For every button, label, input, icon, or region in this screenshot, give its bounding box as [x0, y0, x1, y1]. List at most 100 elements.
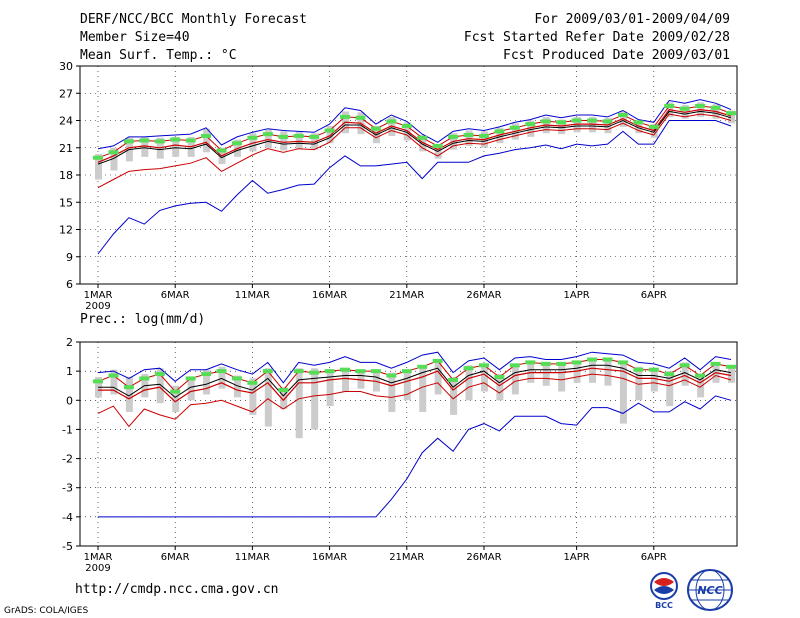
x-tick-label: 6APR	[641, 290, 667, 301]
ensemble-marker	[340, 114, 351, 119]
ensemble-marker	[494, 374, 505, 379]
ensemble-marker	[370, 369, 381, 374]
ensemble-marker	[602, 357, 613, 362]
ensemble-marker	[216, 369, 227, 374]
spread-box	[619, 360, 627, 424]
ensemble-marker	[355, 369, 366, 374]
ensemble-marker	[463, 133, 474, 138]
spread-box	[203, 128, 211, 153]
x-tick-label: 6MAR	[161, 552, 190, 563]
ensemble-marker	[432, 358, 443, 363]
spread-box	[527, 120, 535, 137]
fcst-produced-date: Fcst Produced Date 2009/03/01	[503, 48, 730, 63]
series-low-line	[97, 113, 732, 189]
ensemble-marker	[648, 124, 659, 129]
ensemble-marker	[154, 139, 165, 144]
x-tick-label: 16MAR	[312, 552, 347, 563]
ensemble-marker	[170, 389, 181, 394]
y-tick-label: -4	[62, 511, 73, 524]
ensemble-marker	[247, 380, 258, 385]
spread-box	[249, 133, 257, 152]
y-tick-label: 15	[59, 196, 73, 209]
ensemble-marker	[587, 118, 598, 123]
ensemble-marker	[540, 119, 551, 124]
spread-box	[125, 376, 133, 412]
series-median-line	[98, 367, 732, 403]
spread-box	[388, 372, 396, 412]
ensemble-marker	[525, 122, 536, 127]
spread-box	[264, 129, 272, 148]
spread-box	[218, 366, 226, 389]
x-tick-label: 1MAR	[84, 552, 113, 563]
y-tick-label: -2	[62, 453, 73, 466]
ensemble-marker	[370, 126, 381, 131]
spread-box	[110, 147, 118, 171]
spread-box	[450, 376, 458, 415]
ensemble-marker	[417, 135, 428, 140]
ensemble-marker	[139, 376, 150, 381]
y-tick-label: 27	[59, 87, 73, 100]
x-tick-label: 21MAR	[389, 552, 424, 563]
ensemble-marker	[123, 385, 134, 390]
ensemble-marker	[463, 366, 474, 371]
ensemble-marker	[93, 379, 103, 384]
plot-frame	[79, 65, 738, 285]
ensemble-marker	[201, 372, 212, 377]
spread-box	[280, 131, 288, 151]
ensemble-marker	[417, 364, 428, 369]
spread-box	[681, 362, 689, 386]
ensemble-marker	[262, 132, 273, 137]
spread-box	[419, 135, 427, 152]
ensemble-marker	[185, 138, 196, 143]
series-low-line	[97, 373, 732, 428]
ensemble-marker	[231, 376, 242, 381]
ensemble-marker	[648, 367, 659, 372]
ensemble-marker	[617, 113, 628, 118]
source-url[interactable]: http://cmdp.ncc.cma.gov.cn	[75, 582, 279, 597]
ensemble-marker	[123, 139, 134, 144]
ensemble-marker	[324, 128, 335, 133]
spread-box	[511, 363, 519, 395]
ensemble-marker	[201, 133, 212, 138]
ensemble-marker	[571, 118, 582, 123]
y-tick-label: -5	[62, 540, 73, 553]
spread-box	[480, 363, 488, 392]
ensemble-marker	[540, 361, 551, 366]
y-tick-label: 30	[59, 60, 73, 73]
temperature-panel: 6 9 12 15 18 21 24 27 30 1MAR 6MAR 11MAR 16MAR 21MAR 2…	[59, 60, 738, 312]
x-tick-label: 1APR	[564, 552, 590, 563]
ensemble-marker	[401, 123, 412, 128]
spread-box	[558, 362, 566, 392]
ensemble-marker	[432, 143, 443, 148]
x-tick-label: 26MAR	[466, 290, 501, 301]
x-tick-label: 6MAR	[161, 290, 190, 301]
spread-box	[311, 133, 319, 150]
spread-box	[264, 368, 272, 427]
y-tick-label: 2	[66, 336, 73, 349]
series-mean-line	[98, 364, 732, 399]
spread-box	[589, 358, 597, 383]
ensemble-marker	[355, 115, 366, 120]
spread-box	[203, 369, 211, 395]
y-tick-label: 0	[66, 394, 73, 407]
ensemble-marker	[478, 363, 489, 368]
ensemble-marker	[293, 369, 304, 374]
x-tick-label: 16MAR	[312, 290, 347, 301]
chart-title: DERF/NCC/BCC Monthly Forecast	[80, 12, 307, 27]
spread-box	[326, 125, 334, 144]
ensemble-marker	[633, 120, 644, 125]
spread-box	[172, 136, 180, 157]
x-year-label: 2009	[85, 563, 110, 574]
spread-box	[280, 387, 288, 410]
ensemble-marker	[633, 367, 644, 372]
spread-box	[542, 362, 550, 386]
spread-box	[728, 365, 735, 383]
y-tick-label: 21	[59, 142, 73, 155]
ensemble-marker	[494, 129, 505, 134]
x-tick-label: 11MAR	[235, 552, 270, 563]
ensemble-marker	[710, 361, 721, 366]
ensemble-marker	[262, 369, 273, 374]
spread-box	[295, 368, 303, 439]
series-min-line	[98, 395, 732, 518]
spread-box	[187, 376, 195, 401]
